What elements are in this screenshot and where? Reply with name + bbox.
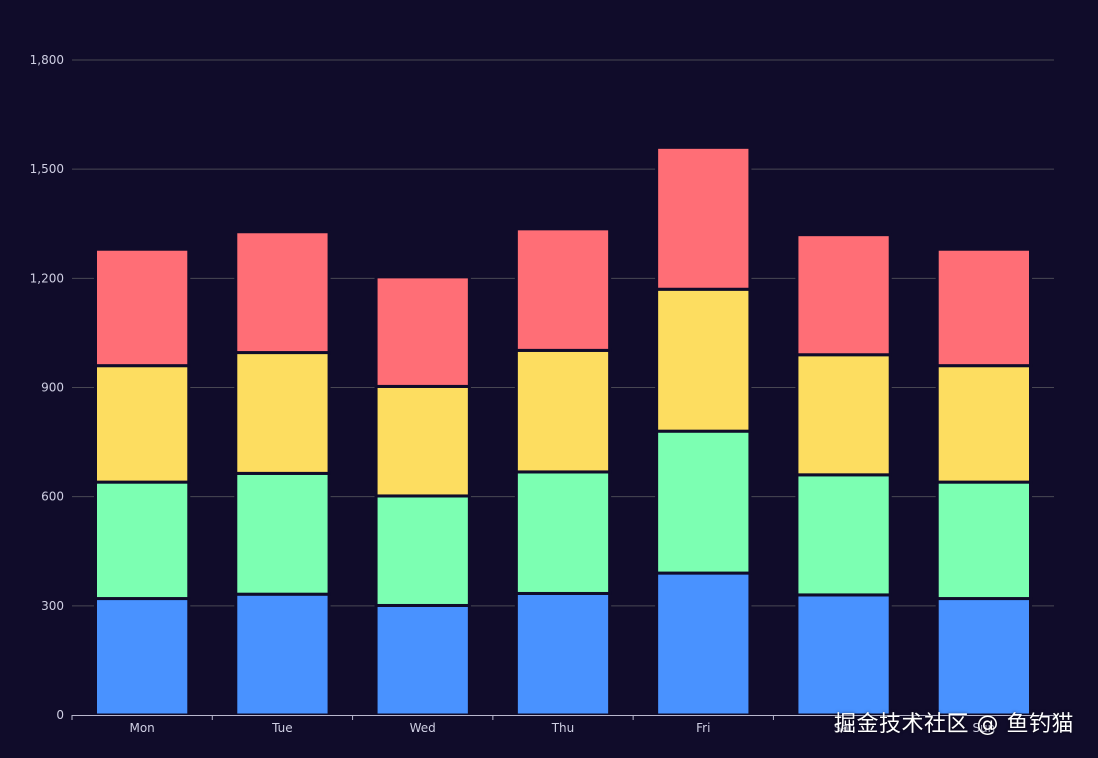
bar-segment-fri-series-1[interactable]: [655, 571, 752, 717]
y-tick-label: 1,800: [30, 53, 64, 67]
y-tick-label: 1,500: [30, 162, 64, 176]
x-axis: [71, 715, 1055, 720]
y-tick-label: 0: [56, 708, 64, 722]
x-axis-tick-labels: Mon Tue Wed Thu Fri Sat Sun: [129, 721, 995, 735]
y-tick-label: 900: [41, 381, 64, 395]
bar-segment-fri-series-2[interactable]: [655, 429, 752, 575]
bar-segment-thu-series-1[interactable]: [514, 591, 612, 717]
bars: [93, 145, 1033, 717]
bar-segment-wed-series-2[interactable]: [374, 494, 471, 607]
bar-segment-sun-series-3[interactable]: [935, 364, 1033, 484]
y-tick-label: 600: [41, 490, 64, 504]
bar-segment-sat-series-1[interactable]: [795, 593, 892, 717]
watermark-text: 掘金技术社区 @ 鱼钓猫: [834, 712, 1074, 737]
bar-segment-wed-series-3[interactable]: [374, 384, 471, 498]
bar-segment-sun-series-4[interactable]: [935, 247, 1033, 368]
bar-segment-fri-series-4[interactable]: [655, 145, 752, 291]
bar-segment-thu-series-4[interactable]: [514, 227, 612, 352]
x-tick-label-fri: Fri: [696, 721, 710, 735]
x-tick-label-sun: Sun: [972, 721, 995, 735]
bar-segment-sat-series-4[interactable]: [795, 233, 892, 357]
bar-segment-mon-series-2[interactable]: [93, 480, 191, 601]
bar-segment-tue-series-1[interactable]: [234, 592, 331, 717]
y-axis-tick-labels: 0 300 600 900 1,200 1,500 1,800: [30, 53, 64, 722]
bar-segment-tue-series-4[interactable]: [234, 230, 331, 355]
x-tick-label-sat: Sat: [834, 721, 854, 735]
bar-segment-thu-series-3[interactable]: [514, 348, 612, 474]
x-tick-label-wed: Wed: [410, 721, 436, 735]
bar-segment-mon-series-4[interactable]: [93, 247, 191, 368]
bar-segment-sat-series-2[interactable]: [795, 473, 892, 597]
bar-segment-sun-series-1[interactable]: [935, 597, 1033, 717]
bar-segment-mon-series-3[interactable]: [93, 364, 191, 484]
bar-segment-thu-series-2[interactable]: [514, 470, 612, 595]
bar-segment-tue-series-3[interactable]: [234, 351, 331, 475]
y-tick-label: 1,200: [30, 271, 64, 285]
x-tick-label-thu: Thu: [551, 721, 575, 735]
bar-segment-wed-series-4[interactable]: [374, 275, 471, 388]
bar-segment-tue-series-2[interactable]: [234, 471, 331, 596]
x-tick-label-tue: Tue: [271, 721, 293, 735]
bar-segment-sun-series-2[interactable]: [935, 480, 1033, 601]
bar-segment-wed-series-1[interactable]: [374, 603, 471, 717]
bar-segment-sat-series-3[interactable]: [795, 353, 892, 477]
bar-segment-fri-series-3[interactable]: [655, 287, 752, 433]
x-tick-label-mon: Mon: [129, 721, 154, 735]
bar-segment-mon-series-1[interactable]: [93, 597, 191, 717]
y-tick-label: 300: [41, 599, 64, 613]
